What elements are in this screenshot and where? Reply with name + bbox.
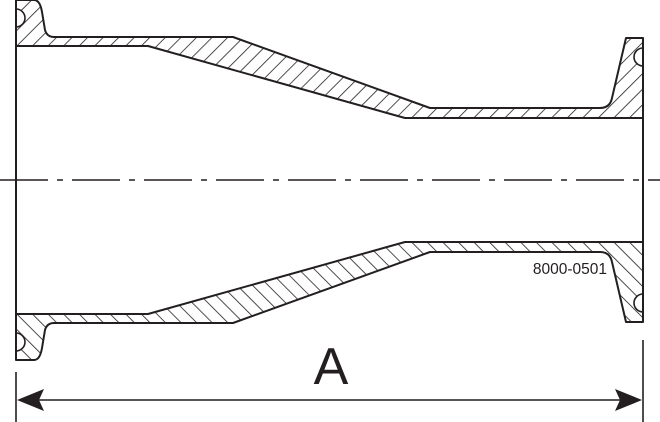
right-arrowhead-icon <box>615 389 642 411</box>
dimension-label: A <box>314 338 349 396</box>
part-number-label: 8000-0501 <box>533 261 607 278</box>
upper-wall-section <box>15 0 644 119</box>
left-arrowhead-icon <box>17 389 44 411</box>
